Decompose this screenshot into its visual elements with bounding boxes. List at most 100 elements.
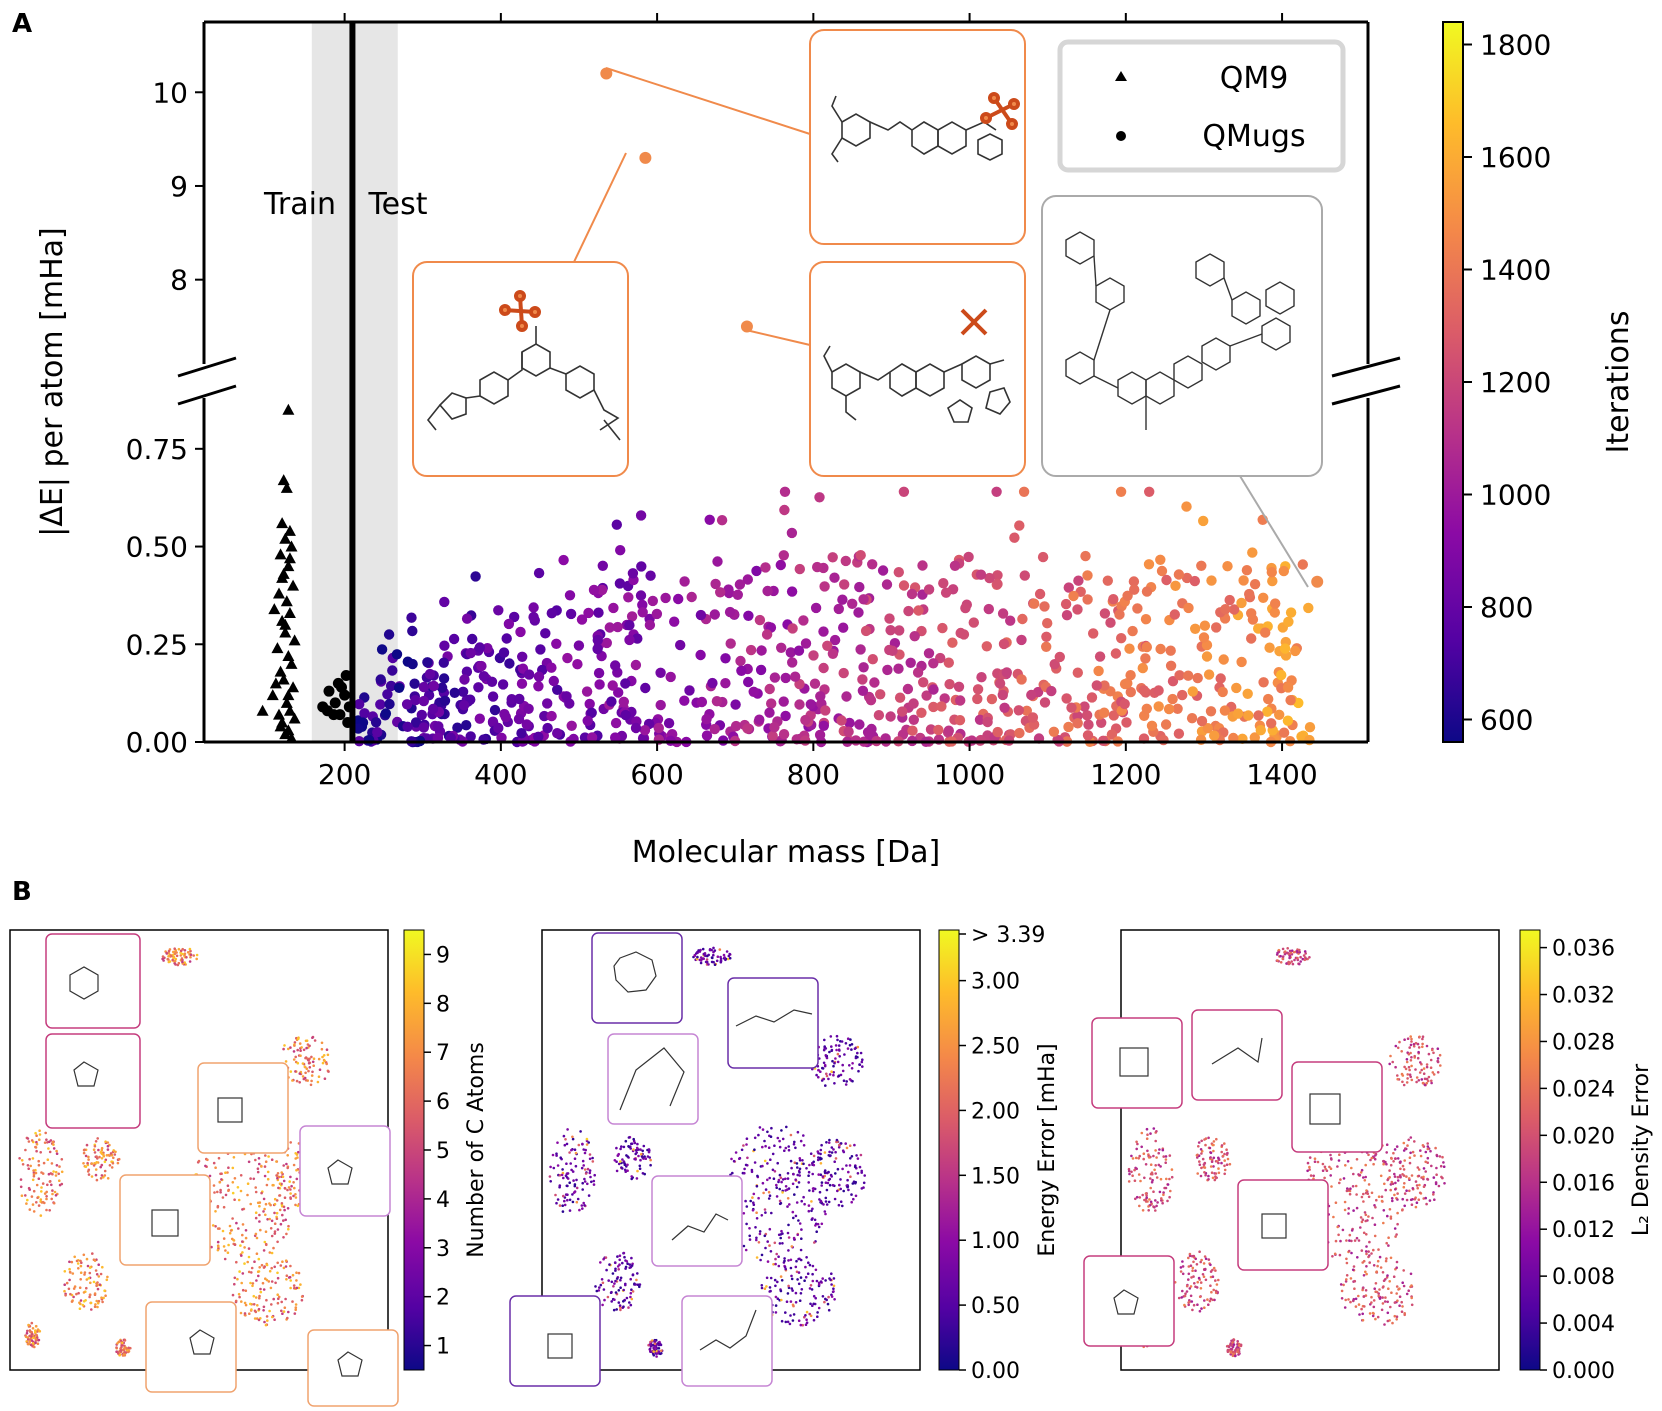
test-point xyxy=(627,568,639,579)
embedding-point xyxy=(1277,950,1281,954)
embedding-point xyxy=(693,954,697,957)
embedding-point xyxy=(588,1171,592,1175)
embedding-point xyxy=(1166,1199,1169,1203)
test-point xyxy=(1021,705,1032,716)
test-point xyxy=(486,676,498,687)
embedding-point xyxy=(836,1038,839,1042)
embedding-point xyxy=(774,1284,777,1288)
test-point xyxy=(427,703,439,715)
embedding-point xyxy=(1409,1035,1412,1038)
embedding-point xyxy=(833,1061,836,1065)
embedding-point xyxy=(271,1315,274,1319)
test-point xyxy=(632,633,643,644)
embedding-point xyxy=(816,1150,820,1153)
embedding-point xyxy=(1368,1312,1372,1315)
embedding-point xyxy=(763,1287,767,1290)
embedding-point xyxy=(1149,1186,1152,1190)
embedding-point xyxy=(834,1157,838,1160)
embedding-point xyxy=(805,1321,809,1324)
embedding-point xyxy=(624,1139,628,1143)
test-point xyxy=(1222,561,1233,572)
embedding-point xyxy=(800,1288,804,1291)
test-point xyxy=(955,695,966,706)
embedding-point xyxy=(613,1298,616,1301)
embedding-point xyxy=(561,1168,564,1171)
test-point xyxy=(1029,598,1040,609)
embedding-point xyxy=(1393,1172,1396,1176)
test-point xyxy=(630,659,642,671)
embedding-point xyxy=(765,1285,768,1288)
embedding-point xyxy=(60,1158,64,1161)
embedding-point xyxy=(1389,1256,1393,1260)
embedding-point xyxy=(188,947,192,951)
embedding-point xyxy=(697,949,700,952)
test-point xyxy=(949,560,961,571)
embedding-point xyxy=(1153,1206,1156,1209)
embedding-point xyxy=(792,1172,795,1176)
embedding-point xyxy=(258,1220,261,1223)
embedding-point xyxy=(767,1190,771,1194)
test-point xyxy=(1049,659,1060,670)
embedding-point xyxy=(270,1280,274,1283)
embedding-point xyxy=(297,1150,300,1154)
embedding-point xyxy=(65,1281,69,1285)
embedding-point xyxy=(219,1188,222,1192)
embedding-point xyxy=(624,1283,627,1287)
embedding-point xyxy=(727,954,731,958)
embedding-point xyxy=(265,1263,269,1267)
embedding-point xyxy=(1405,1058,1409,1061)
embedding-point xyxy=(249,1302,252,1306)
embedding-point xyxy=(614,1261,617,1265)
embedding-point xyxy=(297,1037,300,1041)
test-point xyxy=(1260,627,1271,638)
embedding-point xyxy=(1426,1156,1430,1160)
embedding-point xyxy=(1426,1147,1430,1151)
embedding-point xyxy=(1407,1138,1410,1142)
embedding-point xyxy=(243,1246,246,1249)
embedding-point xyxy=(276,1172,280,1175)
embedding-point xyxy=(781,1178,785,1181)
test-point xyxy=(1282,715,1294,726)
embedding-point xyxy=(320,1047,324,1051)
test-point xyxy=(503,618,515,630)
embedding-point xyxy=(1429,1058,1433,1062)
embedding-point xyxy=(1234,1349,1237,1352)
embedding-point xyxy=(94,1269,98,1272)
embedding-point xyxy=(295,1271,298,1274)
embedding-point xyxy=(862,1186,865,1189)
embedding-point xyxy=(31,1178,35,1182)
embedding-point xyxy=(830,1045,833,1048)
embedding-point xyxy=(1152,1190,1155,1193)
embedding-point xyxy=(37,1177,41,1180)
embedding-point xyxy=(1377,1195,1381,1198)
embedding-point xyxy=(613,1159,617,1162)
embedding-point xyxy=(248,1312,251,1315)
embedding-point xyxy=(112,1149,115,1152)
embedding-point xyxy=(1407,1289,1410,1292)
embedding-point xyxy=(216,1248,220,1252)
embedding-point xyxy=(617,1268,620,1271)
embedding-point xyxy=(803,1315,806,1319)
embedding-point xyxy=(583,1168,587,1171)
qm9-point xyxy=(279,532,292,544)
embedding-point xyxy=(837,1048,841,1051)
embedding-point xyxy=(1204,1278,1208,1282)
embedding-point xyxy=(759,1258,762,1262)
embedding-point xyxy=(619,1160,622,1163)
test-point xyxy=(1110,648,1122,659)
embedding-point xyxy=(586,1167,590,1171)
embedding-point xyxy=(1425,1081,1428,1085)
embedding-point xyxy=(282,1164,286,1167)
embedding-point xyxy=(1339,1178,1342,1181)
embedding-point xyxy=(654,1345,657,1348)
embedding-point xyxy=(1344,1298,1347,1302)
embedding-point xyxy=(1275,953,1279,956)
colorbar-tick-label: 1600 xyxy=(1480,141,1551,174)
test-point xyxy=(1199,620,1211,631)
embedding-point xyxy=(769,1135,773,1138)
test-point xyxy=(552,684,563,695)
embedding-point xyxy=(255,1304,259,1307)
embedding-point xyxy=(73,1255,76,1259)
test-point xyxy=(409,678,420,689)
